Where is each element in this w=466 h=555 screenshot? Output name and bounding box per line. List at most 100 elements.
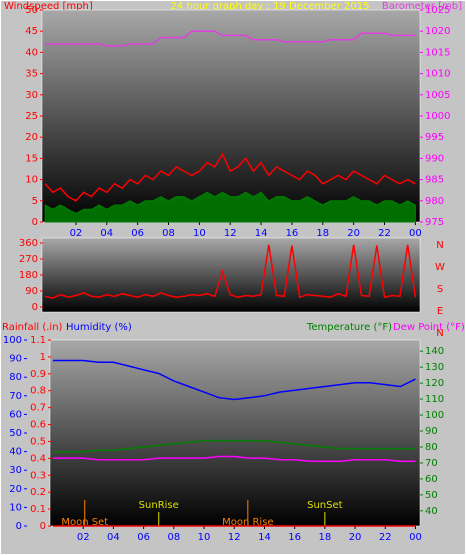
y-tick-label: 10	[25, 175, 38, 186]
y-tick-label: 100	[3, 335, 22, 346]
y-tick-label: 40	[9, 447, 22, 458]
y2-tick-label: 975	[425, 217, 444, 228]
y-tick-label: 0	[32, 302, 38, 313]
y3-tick-label: 0.2	[30, 487, 46, 498]
y-tick-label: 20	[25, 132, 38, 143]
series-line	[53, 359, 416, 401]
y2-tick-label: 120	[425, 378, 444, 389]
x-tick-label: 18	[318, 532, 331, 543]
y-tick-label: 50	[25, 5, 38, 16]
x-tick-label: 18	[316, 228, 329, 239]
x-tick-label: 16	[288, 532, 301, 543]
y-tick-label: 360	[19, 238, 38, 249]
y3-tick-label: 0.5	[30, 436, 46, 447]
x-tick-label: 12	[228, 532, 241, 543]
compass-label: N	[436, 328, 443, 339]
y-tick-label: 20	[9, 484, 22, 495]
series-area	[44, 191, 416, 223]
series-line	[53, 439, 416, 453]
y2-tick-label: 985	[425, 175, 444, 186]
x-tick-label: 20	[349, 532, 362, 543]
x-tick-label: 22	[378, 228, 391, 239]
y2-tick-label: 990	[425, 153, 444, 164]
y-tick-label: 5	[32, 196, 38, 207]
compass-label: W	[435, 262, 445, 273]
y3-tick-label: 0	[40, 521, 46, 532]
y-tick-label: 25	[25, 111, 38, 122]
y2-tick-label: 60	[425, 474, 438, 485]
y3-tick-label: 0.9	[30, 369, 46, 380]
y2-tick-label: 70	[425, 458, 438, 469]
y2-tick-label: 140	[425, 346, 444, 357]
x-tick-label: 12	[224, 228, 237, 239]
y-tick-label: 0	[16, 521, 22, 532]
y-tick-label: 80	[9, 372, 22, 383]
chart-title: 24 hour graph day : 19 December 2015	[171, 1, 370, 12]
y2-tick-label: 100	[425, 410, 444, 421]
x-tick-label: 02	[70, 228, 83, 239]
y2-tick-label: 1025	[425, 5, 450, 16]
compass-label: N	[436, 240, 443, 251]
series-line	[53, 455, 416, 463]
y-tick-label: 60	[9, 409, 22, 420]
y2-tick-label: 1000	[425, 111, 450, 122]
x-tick-label: 06	[137, 532, 150, 543]
y3-tick-label: 0.4	[30, 453, 46, 464]
series-line	[44, 152, 416, 202]
x-tick-label: 16	[286, 228, 299, 239]
compass-label: E	[437, 306, 443, 317]
event-label: SunSet	[307, 500, 343, 511]
event-label: Moon Set	[61, 517, 108, 528]
y2-tick-label: 40	[425, 506, 438, 517]
humidity-label: Humidity (%)	[66, 322, 132, 333]
y3-tick-label: 1	[40, 352, 46, 363]
y2-tick-label: 50	[425, 490, 438, 501]
y-tick-label: 15	[25, 153, 38, 164]
x-tick-label: 08	[162, 228, 175, 239]
y3-tick-label: 0.3	[30, 470, 46, 481]
plot-area	[41, 237, 421, 313]
y2-tick-label: 130	[425, 362, 444, 373]
y-tick-label: 45	[25, 26, 38, 37]
temperature-label: Temperature (°F)	[306, 322, 392, 333]
x-tick-label: 14	[255, 228, 268, 239]
compass-label: S	[437, 284, 443, 295]
x-tick-label: 10	[198, 532, 211, 543]
y2-tick-label: 980	[425, 196, 444, 207]
y-tick-label: 270	[19, 254, 38, 265]
x-tick-label: 00	[409, 532, 422, 543]
y-tick-label: 10	[9, 502, 22, 513]
y-tick-label: 70	[9, 391, 22, 402]
y-tick-label: 35	[25, 69, 38, 80]
plot-area	[41, 9, 421, 223]
x-tick-label: 14	[258, 532, 271, 543]
y-tick-label: 30	[9, 465, 22, 476]
series-line	[45, 30, 416, 47]
rain-label: Rainfall (.in)	[2, 322, 63, 333]
y-tick-label: 90	[9, 354, 22, 365]
dewpoint-label: Dew Point (°F)	[393, 322, 465, 333]
y2-tick-label: 1020	[425, 26, 450, 37]
y2-tick-label: 995	[425, 132, 444, 143]
x-tick-label: 04	[100, 228, 113, 239]
y3-tick-label: 0.7	[30, 403, 46, 414]
y3-tick-label: 1.1	[30, 335, 46, 346]
y3-tick-label: 0.1	[30, 504, 46, 515]
y2-tick-label: 90	[425, 426, 438, 437]
x-tick-label: 06	[131, 228, 144, 239]
y-axis-label: Windspeed [mph]	[4, 1, 93, 12]
y2-tick-label: 1005	[425, 90, 450, 101]
x-tick-label: 00	[409, 228, 422, 239]
y2-tick-label: 80	[425, 442, 438, 453]
series-line	[44, 244, 417, 299]
x-tick-label: 04	[107, 532, 120, 543]
x-tick-label: 08	[167, 532, 180, 543]
y-tick-label: 180	[19, 270, 38, 281]
y-tick-label: 90	[25, 286, 38, 297]
x-tick-label: 02	[77, 532, 90, 543]
x-tick-label: 10	[193, 228, 206, 239]
plot-area	[49, 339, 421, 527]
event-label: Moon Rise	[222, 517, 273, 528]
y-tick-label: 40	[25, 47, 38, 58]
y3-tick-label: 0.6	[30, 420, 46, 431]
